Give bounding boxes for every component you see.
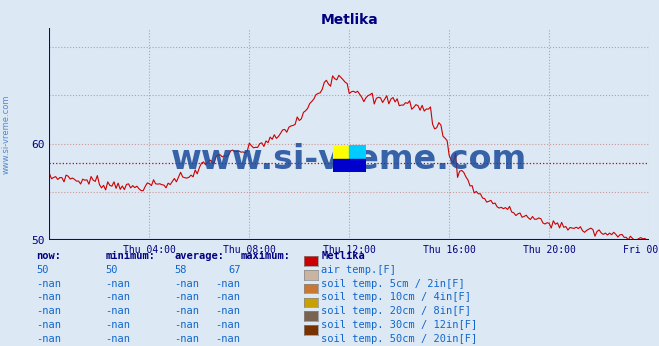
Bar xyxy=(349,158,366,172)
Text: -nan: -nan xyxy=(105,320,130,330)
Text: -nan: -nan xyxy=(175,279,200,289)
Bar xyxy=(349,145,366,158)
Text: -nan: -nan xyxy=(36,306,61,316)
Title: Metlika: Metlika xyxy=(320,12,378,27)
Text: soil temp. 20cm / 8in[F]: soil temp. 20cm / 8in[F] xyxy=(321,306,471,316)
Text: average:: average: xyxy=(175,251,225,261)
Text: now:: now: xyxy=(36,251,61,261)
Text: -nan: -nan xyxy=(175,334,200,344)
Text: Metlika: Metlika xyxy=(322,251,365,261)
Text: 50: 50 xyxy=(36,265,49,275)
Text: -nan: -nan xyxy=(175,292,200,302)
Text: -nan: -nan xyxy=(36,334,61,344)
Text: minimum:: minimum: xyxy=(105,251,156,261)
Text: -nan: -nan xyxy=(36,320,61,330)
Text: soil temp. 5cm / 2in[F]: soil temp. 5cm / 2in[F] xyxy=(321,279,465,289)
Text: -nan: -nan xyxy=(105,279,130,289)
Text: 58: 58 xyxy=(175,265,187,275)
Text: www.si-vreme.com: www.si-vreme.com xyxy=(2,94,11,174)
Text: www.si-vreme.com: www.si-vreme.com xyxy=(171,143,527,176)
Text: -nan: -nan xyxy=(215,279,241,289)
Text: soil temp. 10cm / 4in[F]: soil temp. 10cm / 4in[F] xyxy=(321,292,471,302)
Text: -nan: -nan xyxy=(105,306,130,316)
Text: -nan: -nan xyxy=(175,306,200,316)
Text: -nan: -nan xyxy=(36,292,61,302)
Bar xyxy=(333,158,349,172)
Text: -nan: -nan xyxy=(105,334,130,344)
Text: maximum:: maximum: xyxy=(241,251,291,261)
Text: -nan: -nan xyxy=(215,334,241,344)
Text: soil temp. 50cm / 20in[F]: soil temp. 50cm / 20in[F] xyxy=(321,334,477,344)
Text: 50: 50 xyxy=(105,265,118,275)
Text: -nan: -nan xyxy=(215,320,241,330)
Text: air temp.[F]: air temp.[F] xyxy=(321,265,396,275)
Text: soil temp. 30cm / 12in[F]: soil temp. 30cm / 12in[F] xyxy=(321,320,477,330)
Text: -nan: -nan xyxy=(215,292,241,302)
Text: -nan: -nan xyxy=(36,279,61,289)
Text: 67: 67 xyxy=(228,265,241,275)
Text: -nan: -nan xyxy=(175,320,200,330)
Bar xyxy=(333,145,349,158)
Text: -nan: -nan xyxy=(215,306,241,316)
Text: -nan: -nan xyxy=(105,292,130,302)
